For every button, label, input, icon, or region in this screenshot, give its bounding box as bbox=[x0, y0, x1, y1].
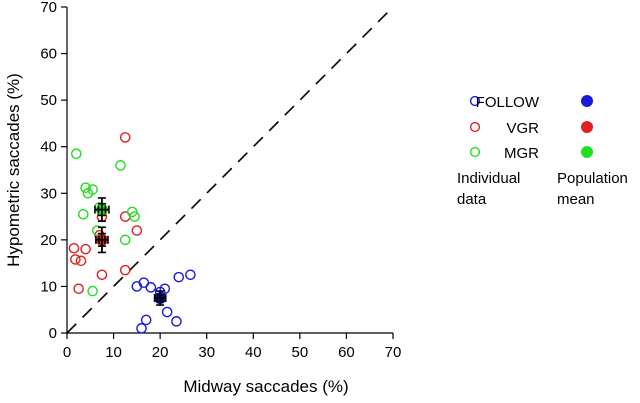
legend-open-marker bbox=[469, 95, 481, 107]
data-point-vgr bbox=[73, 283, 84, 295]
legend-population-label: mean bbox=[557, 191, 595, 208]
data-point-follow bbox=[136, 323, 147, 334]
y-tick-label: 10 bbox=[40, 278, 57, 295]
y-tick-label: 40 bbox=[40, 139, 57, 156]
x-tick-label: 30 bbox=[198, 344, 215, 361]
y-tick-label: 60 bbox=[40, 46, 57, 63]
data-point-vgr bbox=[80, 243, 91, 255]
data-point-mgr bbox=[87, 285, 98, 297]
data-points bbox=[68, 132, 196, 334]
x-axis-label: Midway saccades (%) bbox=[183, 377, 348, 396]
mean-marker-mgr bbox=[94, 197, 110, 223]
y-tick-label: 50 bbox=[40, 92, 57, 109]
mean-marker-follow bbox=[153, 290, 167, 306]
data-point-vgr bbox=[75, 255, 87, 267]
x-tick-label: 40 bbox=[245, 344, 262, 361]
y-tick-label: 70 bbox=[40, 0, 57, 16]
data-point-vgr bbox=[131, 225, 143, 236]
x-tick-label: 20 bbox=[152, 344, 169, 361]
data-point-vgr bbox=[119, 264, 131, 276]
y-tick-label: 30 bbox=[40, 185, 57, 202]
x-tick-label: 10 bbox=[105, 344, 122, 361]
y-tick-label: 0 bbox=[49, 325, 57, 342]
data-point-vgr bbox=[70, 254, 81, 265]
data-point-mgr bbox=[129, 211, 140, 222]
legend-label: VGR bbox=[506, 120, 539, 137]
legend-individual-label: Individual bbox=[457, 170, 520, 187]
data-point-follow bbox=[171, 316, 182, 327]
population-means bbox=[94, 197, 167, 306]
legend-individual-label: data bbox=[457, 191, 487, 208]
data-point-follow bbox=[173, 271, 185, 283]
data-point-mgr bbox=[87, 184, 98, 195]
data-point-mgr bbox=[78, 208, 89, 220]
data-point-follow bbox=[159, 283, 171, 295]
x-tick-label: 50 bbox=[292, 344, 309, 361]
data-point-vgr bbox=[68, 242, 80, 254]
y-tick-label: 20 bbox=[40, 232, 57, 249]
x-tick-label: 0 bbox=[63, 344, 71, 361]
legend-label: MGR bbox=[504, 145, 539, 162]
legend-population-label: Population bbox=[557, 170, 628, 187]
data-point-mgr bbox=[115, 160, 126, 171]
x-tick-label: 60 bbox=[338, 344, 355, 361]
data-point-mgr bbox=[71, 148, 82, 159]
legend-label: FOLLOW bbox=[476, 94, 540, 111]
data-point-vgr bbox=[96, 269, 108, 281]
axes: 0 10 20 30 40 50 60 70 0 10 20 30 40 50 60 70 bbox=[40, 0, 401, 361]
data-point-mgr bbox=[80, 182, 91, 193]
data-point-follow bbox=[161, 306, 173, 318]
legend-filled-marker bbox=[581, 146, 593, 158]
data-point-mgr bbox=[119, 234, 131, 246]
legend-filled-marker bbox=[581, 95, 593, 107]
legend-open-marker bbox=[469, 146, 481, 158]
y-axis-label: Hypometric saccades (%) bbox=[4, 73, 23, 267]
legend-filled-marker bbox=[581, 121, 593, 133]
legend-open-marker bbox=[469, 121, 481, 133]
data-point-follow bbox=[140, 314, 152, 326]
data-point-vgr bbox=[119, 132, 131, 143]
mean-marker-vgr bbox=[95, 226, 109, 254]
data-point-follow bbox=[185, 269, 196, 281]
identity-line bbox=[66, 6, 394, 334]
data-point-follow bbox=[145, 282, 157, 293]
x-tick-label: 70 bbox=[385, 344, 402, 361]
